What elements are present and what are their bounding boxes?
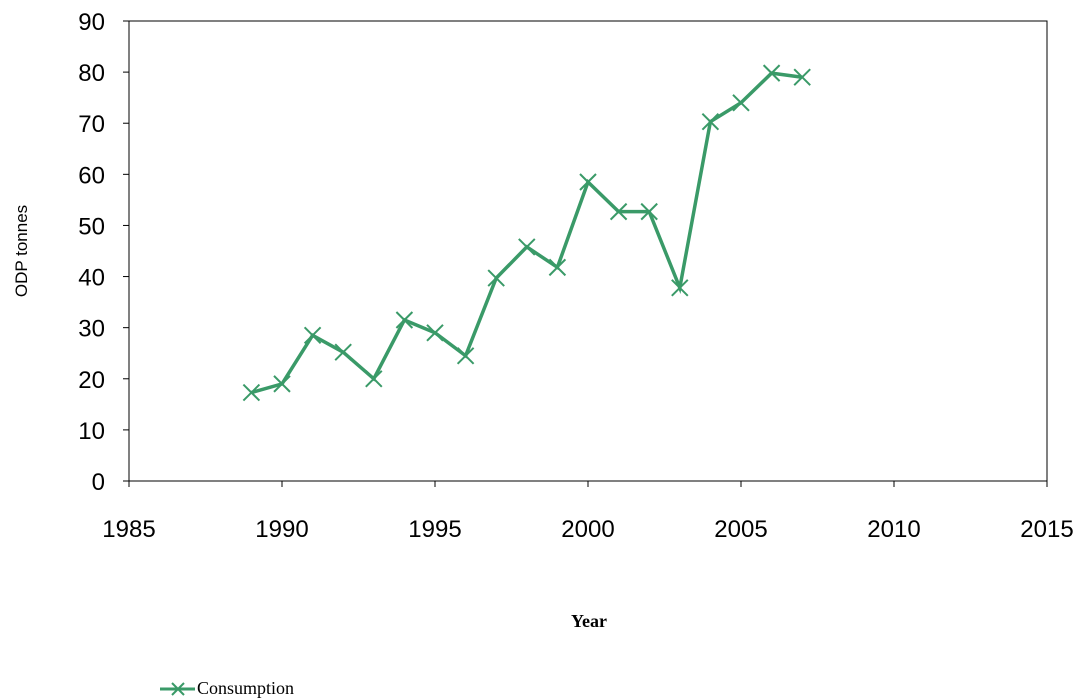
data-point xyxy=(579,173,597,191)
x-tick-label: 1985 xyxy=(102,516,155,543)
legend-marker-icon xyxy=(171,682,185,696)
data-point-stroke xyxy=(365,370,383,388)
data-point xyxy=(395,311,414,329)
data-point-stroke xyxy=(456,347,475,365)
data-point-stroke xyxy=(426,324,444,342)
data-point-stroke xyxy=(334,343,352,361)
x-tick-label: 2000 xyxy=(561,516,614,543)
data-point-stroke xyxy=(701,112,720,131)
y-tick-label: 80 xyxy=(78,60,105,87)
y-tick-label: 0 xyxy=(92,469,105,496)
data-point xyxy=(303,326,322,345)
data-point xyxy=(242,383,261,402)
data-point xyxy=(793,68,811,86)
data-point xyxy=(426,324,444,342)
y-tick-label: 70 xyxy=(78,111,105,138)
data-point-stroke xyxy=(395,311,414,329)
data-point xyxy=(671,279,689,297)
data-point-stroke xyxy=(609,202,628,221)
data-point-stroke xyxy=(518,238,536,256)
y-axis-label: ODP tonnes xyxy=(12,205,31,297)
data-point xyxy=(762,64,781,82)
data-point xyxy=(487,269,505,287)
legend-label: Consumption xyxy=(197,678,294,698)
data-point xyxy=(365,370,383,388)
series-layer xyxy=(242,64,811,402)
data-point-stroke xyxy=(303,326,322,345)
data-point xyxy=(518,238,536,256)
axis-ticks: 0 10 20 30 40 50 60 70 80 90 1985 1990 1995 2000 2005 2… xyxy=(78,9,1073,543)
data-point-stroke xyxy=(793,68,811,86)
legend: Consumption xyxy=(160,678,294,698)
x-tick-label: 2015 xyxy=(1020,516,1073,543)
y-tick-label: 50 xyxy=(78,213,105,240)
y-tick-label: 90 xyxy=(78,9,105,36)
series-line xyxy=(250,71,803,395)
data-point xyxy=(640,202,658,221)
data-point xyxy=(456,347,475,365)
data-point-stroke xyxy=(548,258,567,277)
y-tick-label: 40 xyxy=(78,265,105,292)
data-point-stroke xyxy=(732,94,750,112)
data-point xyxy=(334,343,352,361)
data-point-stroke xyxy=(242,383,261,402)
data-point xyxy=(273,375,291,393)
y-tick-label: 30 xyxy=(78,316,105,343)
x-tick-label: 2005 xyxy=(714,516,767,543)
y-tick-label: 10 xyxy=(78,418,105,445)
y-tick-label: 60 xyxy=(78,162,105,189)
data-point-stroke xyxy=(762,64,781,82)
data-point xyxy=(548,258,567,277)
data-point-stroke xyxy=(273,375,291,393)
data-point xyxy=(701,112,720,131)
x-tick-label: 1990 xyxy=(255,516,308,543)
x-tick-label: 1995 xyxy=(408,516,461,543)
data-point-stroke xyxy=(640,202,658,221)
legend-marker-stroke xyxy=(171,682,185,696)
x-tick-label: 2010 xyxy=(867,516,920,543)
data-point-stroke xyxy=(671,279,689,297)
data-point-stroke xyxy=(487,269,505,287)
plot-area xyxy=(128,20,1048,482)
data-point xyxy=(609,202,628,221)
data-point-stroke xyxy=(579,173,597,191)
x-axis-label: Year xyxy=(571,611,607,631)
data-point xyxy=(732,94,750,112)
y-tick-label: 20 xyxy=(78,367,105,394)
